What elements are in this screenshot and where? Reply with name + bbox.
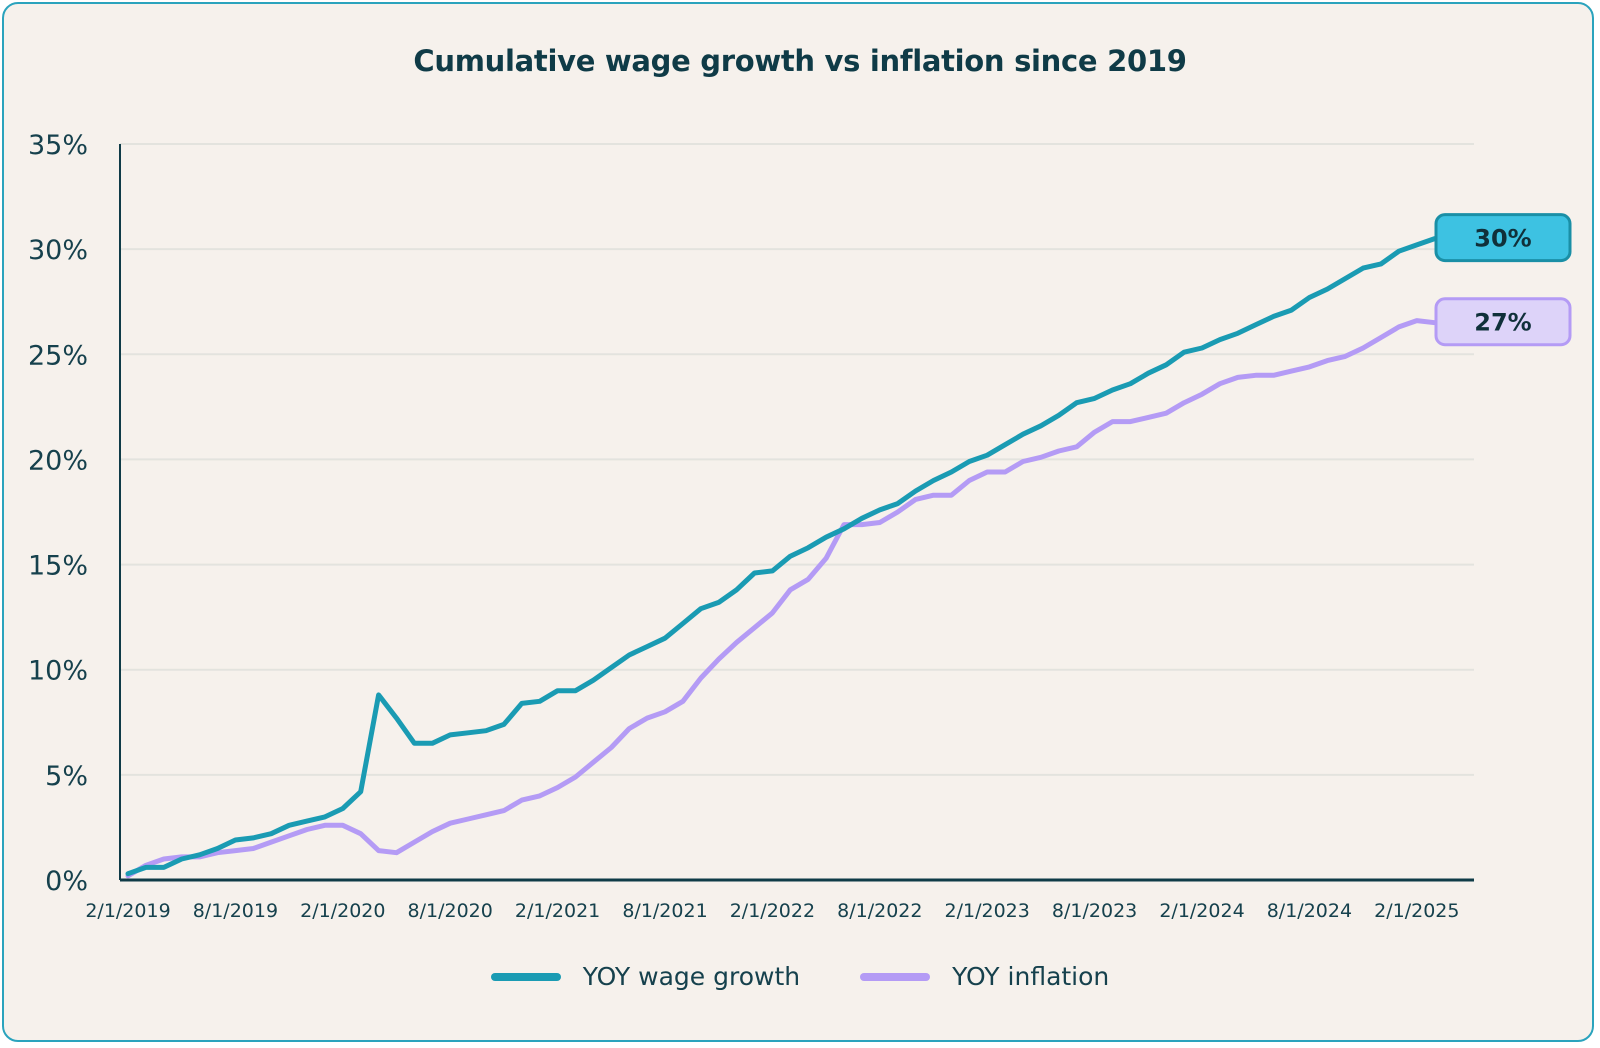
x-tick-label: 2/1/2022 xyxy=(730,900,815,922)
x-tick-label: 8/1/2024 xyxy=(1267,900,1352,922)
end-label-text: 30% xyxy=(1474,225,1531,253)
legend-label-wage: YOY wage growth xyxy=(582,962,801,991)
legend-label-inflation: YOY inflation xyxy=(952,962,1110,991)
end-label-box xyxy=(1434,213,1572,263)
end-label-inflation: 27% xyxy=(1434,297,1572,347)
y-axis-ticks: 0% 5% 10% 15% 20% 25% 30% 35% xyxy=(28,130,88,897)
legend-item-wage[interactable]: YOY wage growth xyxy=(490,962,801,991)
end-label-text: 27% xyxy=(1474,309,1531,337)
y-tick-label: 25% xyxy=(28,340,88,371)
x-tick-label: 2/1/2025 xyxy=(1374,900,1459,922)
x-axis-ticks: 2/1/2019 8/1/2019 2/1/2020 8/1/2020 2/1/2021… xyxy=(85,900,1459,922)
y-tick-label: 20% xyxy=(28,445,88,476)
gridlines xyxy=(120,143,1474,776)
legend-swatch-inflation xyxy=(860,972,931,981)
chart-title: Cumulative wage growth vs inflation sinc… xyxy=(413,44,1187,78)
series-line-wage xyxy=(125,236,1438,877)
x-tick-label: 8/1/2020 xyxy=(408,900,493,922)
x-tick-label: 8/1/2019 xyxy=(193,900,278,922)
y-tick-label: 10% xyxy=(28,656,88,687)
y-tick-label: 35% xyxy=(28,130,88,161)
series-lines xyxy=(125,236,1438,879)
x-tick-label: 2/1/2021 xyxy=(515,900,600,922)
series-line-inflation xyxy=(125,318,1438,879)
x-tick-label: 8/1/2022 xyxy=(837,900,922,922)
end-label-wage: 30% xyxy=(1434,213,1572,263)
x-tick-label: 8/1/2021 xyxy=(622,900,707,922)
legend-item-inflation[interactable]: YOY inflation xyxy=(860,962,1109,991)
legend: YOY wage growth YOY inflation xyxy=(0,962,1600,991)
axes xyxy=(119,144,1474,882)
x-tick-label: 2/1/2024 xyxy=(1159,900,1244,922)
x-tick-label: 2/1/2023 xyxy=(945,900,1030,922)
end-label-box xyxy=(1434,297,1572,347)
x-tick-label: 8/1/2023 xyxy=(1052,900,1137,922)
y-tick-label: 5% xyxy=(45,761,88,792)
x-tick-label: 2/1/2020 xyxy=(300,900,385,922)
y-tick-label: 15% xyxy=(28,551,88,582)
legend-swatch-wage xyxy=(490,972,561,981)
end-labels: 30% 27% xyxy=(1434,213,1572,347)
x-tick-label: 2/1/2019 xyxy=(85,900,170,922)
y-tick-label: 0% xyxy=(45,866,88,897)
y-tick-label: 30% xyxy=(28,235,88,266)
